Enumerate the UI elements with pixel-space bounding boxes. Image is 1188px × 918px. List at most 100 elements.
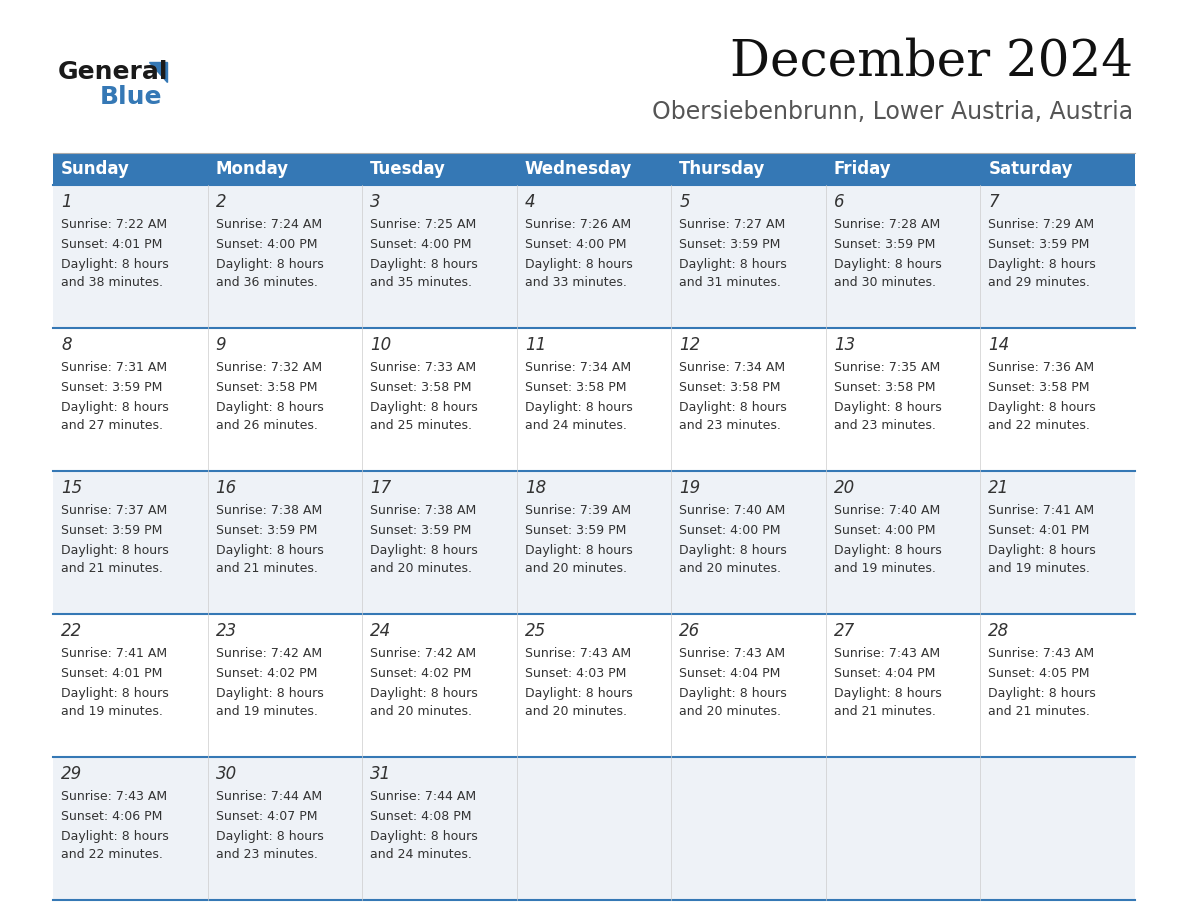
Bar bbox=[362, 153, 517, 185]
Text: Sunset: 3:58 PM: Sunset: 3:58 PM bbox=[834, 381, 935, 394]
Text: and 23 minutes.: and 23 minutes. bbox=[680, 419, 782, 432]
Text: Sunset: 4:08 PM: Sunset: 4:08 PM bbox=[371, 810, 472, 823]
Text: and 21 minutes.: and 21 minutes. bbox=[988, 705, 1091, 718]
Text: Sunrise: 7:41 AM: Sunrise: 7:41 AM bbox=[988, 504, 1094, 517]
Text: and 36 minutes.: and 36 minutes. bbox=[215, 276, 317, 289]
Text: Sunset: 4:04 PM: Sunset: 4:04 PM bbox=[834, 667, 935, 680]
Text: 11: 11 bbox=[525, 336, 546, 354]
Text: Sunrise: 7:40 AM: Sunrise: 7:40 AM bbox=[834, 504, 940, 517]
Text: Sunset: 4:00 PM: Sunset: 4:00 PM bbox=[525, 238, 626, 251]
Text: and 35 minutes.: and 35 minutes. bbox=[371, 276, 472, 289]
Text: Sunrise: 7:32 AM: Sunrise: 7:32 AM bbox=[215, 361, 322, 374]
Text: Daylight: 8 hours: Daylight: 8 hours bbox=[525, 544, 632, 557]
Bar bbox=[671, 153, 826, 185]
Text: Saturday: Saturday bbox=[988, 160, 1073, 178]
Text: Sunrise: 7:43 AM: Sunrise: 7:43 AM bbox=[61, 790, 168, 803]
Text: and 20 minutes.: and 20 minutes. bbox=[525, 705, 627, 718]
Text: Sunset: 3:59 PM: Sunset: 3:59 PM bbox=[988, 238, 1089, 251]
Text: Daylight: 8 hours: Daylight: 8 hours bbox=[371, 687, 478, 700]
Text: Daylight: 8 hours: Daylight: 8 hours bbox=[988, 401, 1097, 414]
Text: and 20 minutes.: and 20 minutes. bbox=[525, 562, 627, 575]
Text: Sunset: 4:04 PM: Sunset: 4:04 PM bbox=[680, 667, 781, 680]
Text: Sunset: 3:58 PM: Sunset: 3:58 PM bbox=[680, 381, 781, 394]
Bar bbox=[53, 757, 1135, 900]
Text: and 22 minutes.: and 22 minutes. bbox=[988, 419, 1091, 432]
Text: 3: 3 bbox=[371, 193, 381, 211]
Text: Sunrise: 7:29 AM: Sunrise: 7:29 AM bbox=[988, 218, 1094, 231]
Text: Daylight: 8 hours: Daylight: 8 hours bbox=[525, 687, 632, 700]
Text: 16: 16 bbox=[215, 479, 236, 497]
Text: Sunrise: 7:43 AM: Sunrise: 7:43 AM bbox=[988, 647, 1094, 660]
Bar bbox=[53, 153, 208, 185]
Text: and 20 minutes.: and 20 minutes. bbox=[680, 562, 782, 575]
Text: Sunrise: 7:39 AM: Sunrise: 7:39 AM bbox=[525, 504, 631, 517]
Text: Sunset: 3:59 PM: Sunset: 3:59 PM bbox=[834, 238, 935, 251]
Text: Sunset: 4:02 PM: Sunset: 4:02 PM bbox=[215, 667, 317, 680]
Text: and 19 minutes.: and 19 minutes. bbox=[834, 562, 936, 575]
Text: Thursday: Thursday bbox=[680, 160, 765, 178]
Text: Sunrise: 7:34 AM: Sunrise: 7:34 AM bbox=[680, 361, 785, 374]
Text: 7: 7 bbox=[988, 193, 999, 211]
Text: Daylight: 8 hours: Daylight: 8 hours bbox=[215, 258, 323, 271]
Text: 10: 10 bbox=[371, 336, 391, 354]
Text: Daylight: 8 hours: Daylight: 8 hours bbox=[215, 830, 323, 843]
Text: Sunset: 4:06 PM: Sunset: 4:06 PM bbox=[61, 810, 163, 823]
Text: and 23 minutes.: and 23 minutes. bbox=[834, 419, 936, 432]
Text: and 33 minutes.: and 33 minutes. bbox=[525, 276, 626, 289]
Text: 9: 9 bbox=[215, 336, 226, 354]
Text: Daylight: 8 hours: Daylight: 8 hours bbox=[525, 401, 632, 414]
Text: Daylight: 8 hours: Daylight: 8 hours bbox=[61, 687, 169, 700]
Text: Daylight: 8 hours: Daylight: 8 hours bbox=[215, 687, 323, 700]
Text: Sunrise: 7:43 AM: Sunrise: 7:43 AM bbox=[834, 647, 940, 660]
Text: 17: 17 bbox=[371, 479, 391, 497]
Text: 22: 22 bbox=[61, 622, 82, 640]
Bar bbox=[53, 185, 1135, 328]
Text: Sunset: 4:03 PM: Sunset: 4:03 PM bbox=[525, 667, 626, 680]
Text: Sunrise: 7:38 AM: Sunrise: 7:38 AM bbox=[215, 504, 322, 517]
Text: Daylight: 8 hours: Daylight: 8 hours bbox=[834, 258, 942, 271]
Text: 12: 12 bbox=[680, 336, 701, 354]
Text: 4: 4 bbox=[525, 193, 536, 211]
Text: Sunset: 3:59 PM: Sunset: 3:59 PM bbox=[680, 238, 781, 251]
Text: Sunrise: 7:37 AM: Sunrise: 7:37 AM bbox=[61, 504, 168, 517]
Text: and 23 minutes.: and 23 minutes. bbox=[215, 848, 317, 861]
Text: 19: 19 bbox=[680, 479, 701, 497]
Text: 5: 5 bbox=[680, 193, 690, 211]
Text: Daylight: 8 hours: Daylight: 8 hours bbox=[680, 401, 786, 414]
Text: Sunrise: 7:22 AM: Sunrise: 7:22 AM bbox=[61, 218, 168, 231]
Text: Daylight: 8 hours: Daylight: 8 hours bbox=[988, 687, 1097, 700]
Text: Sunset: 4:00 PM: Sunset: 4:00 PM bbox=[680, 524, 781, 537]
Text: and 20 minutes.: and 20 minutes. bbox=[680, 705, 782, 718]
Text: 20: 20 bbox=[834, 479, 855, 497]
Text: Sunrise: 7:40 AM: Sunrise: 7:40 AM bbox=[680, 504, 785, 517]
Text: 29: 29 bbox=[61, 765, 82, 783]
Text: Sunset: 4:01 PM: Sunset: 4:01 PM bbox=[61, 667, 163, 680]
Text: Sunrise: 7:28 AM: Sunrise: 7:28 AM bbox=[834, 218, 940, 231]
Text: Daylight: 8 hours: Daylight: 8 hours bbox=[680, 687, 786, 700]
Text: and 27 minutes.: and 27 minutes. bbox=[61, 419, 163, 432]
Text: Sunset: 3:58 PM: Sunset: 3:58 PM bbox=[371, 381, 472, 394]
Text: Sunset: 3:59 PM: Sunset: 3:59 PM bbox=[61, 524, 163, 537]
Text: 18: 18 bbox=[525, 479, 546, 497]
Text: Daylight: 8 hours: Daylight: 8 hours bbox=[680, 258, 786, 271]
Text: Sunrise: 7:33 AM: Sunrise: 7:33 AM bbox=[371, 361, 476, 374]
Text: Daylight: 8 hours: Daylight: 8 hours bbox=[215, 401, 323, 414]
Text: Wednesday: Wednesday bbox=[525, 160, 632, 178]
Text: Sunrise: 7:43 AM: Sunrise: 7:43 AM bbox=[680, 647, 785, 660]
Text: Monday: Monday bbox=[215, 160, 289, 178]
Text: Sunrise: 7:26 AM: Sunrise: 7:26 AM bbox=[525, 218, 631, 231]
Text: Sunset: 3:58 PM: Sunset: 3:58 PM bbox=[988, 381, 1089, 394]
Text: Sunset: 3:59 PM: Sunset: 3:59 PM bbox=[215, 524, 317, 537]
Text: and 24 minutes.: and 24 minutes. bbox=[371, 848, 472, 861]
Text: 8: 8 bbox=[61, 336, 71, 354]
Text: and 26 minutes.: and 26 minutes. bbox=[215, 419, 317, 432]
Text: and 19 minutes.: and 19 minutes. bbox=[988, 562, 1091, 575]
Text: Daylight: 8 hours: Daylight: 8 hours bbox=[371, 401, 478, 414]
Text: Daylight: 8 hours: Daylight: 8 hours bbox=[61, 544, 169, 557]
Text: Sunset: 3:58 PM: Sunset: 3:58 PM bbox=[525, 381, 626, 394]
Text: and 38 minutes.: and 38 minutes. bbox=[61, 276, 163, 289]
Text: Sunrise: 7:34 AM: Sunrise: 7:34 AM bbox=[525, 361, 631, 374]
Text: Sunrise: 7:35 AM: Sunrise: 7:35 AM bbox=[834, 361, 940, 374]
Text: Daylight: 8 hours: Daylight: 8 hours bbox=[834, 544, 942, 557]
Text: Sunrise: 7:38 AM: Sunrise: 7:38 AM bbox=[371, 504, 476, 517]
